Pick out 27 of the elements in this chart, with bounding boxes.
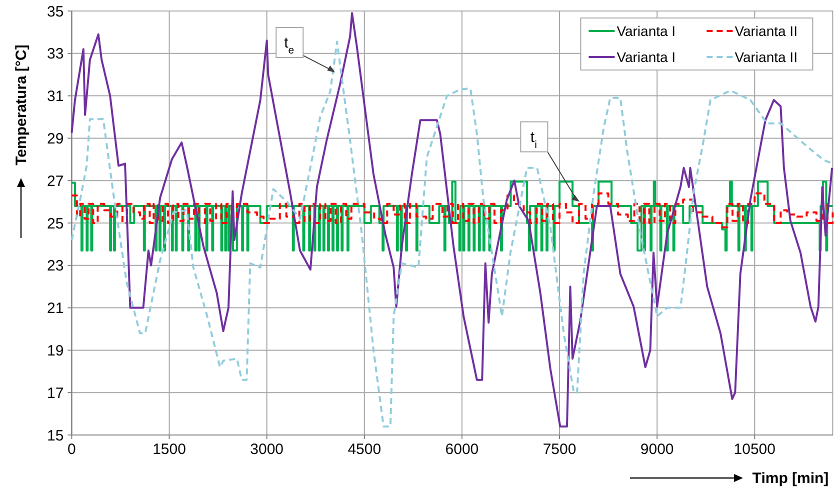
y-tick-label: 27 (47, 172, 64, 190)
x-axis-title: Timp [min] (752, 470, 829, 487)
y-tick-label: 35 (47, 3, 64, 20)
x-tick-label: 3000 (250, 441, 284, 458)
x-tick-label: 0 (68, 441, 76, 458)
y-tick-label: 25 (47, 215, 64, 232)
y-tick-label: 29 (47, 130, 64, 148)
y-tick-label: 31 (47, 88, 64, 106)
annotation: t$_{e}$ (284, 34, 294, 57)
x-tick-label: 7500 (542, 441, 576, 458)
legend-label: Varianta I (616, 48, 676, 65)
y-axis-title: Temperatura [°C] (13, 44, 30, 166)
x-tick-label: 1500 (152, 441, 186, 458)
x-tick-label: 9000 (640, 441, 674, 458)
x-tick-label: 4500 (348, 441, 382, 458)
legend-label: Varianta I (616, 22, 676, 39)
y-tick-label: 33 (47, 46, 64, 63)
x-tick-label: 10500 (734, 441, 776, 458)
y-tick-label: 19 (47, 342, 64, 360)
y-tick-label: 21 (47, 300, 64, 318)
y-tick-label: 23 (47, 258, 64, 275)
legend-label: Varianta II (734, 48, 798, 65)
x-tick-label: 6000 (445, 441, 479, 458)
annotation: t$_{i}$ (530, 129, 537, 152)
y-tick-label: 15 (47, 427, 64, 444)
legend-label: Varianta II (734, 22, 798, 39)
y-tick-label: 17 (47, 384, 64, 402)
